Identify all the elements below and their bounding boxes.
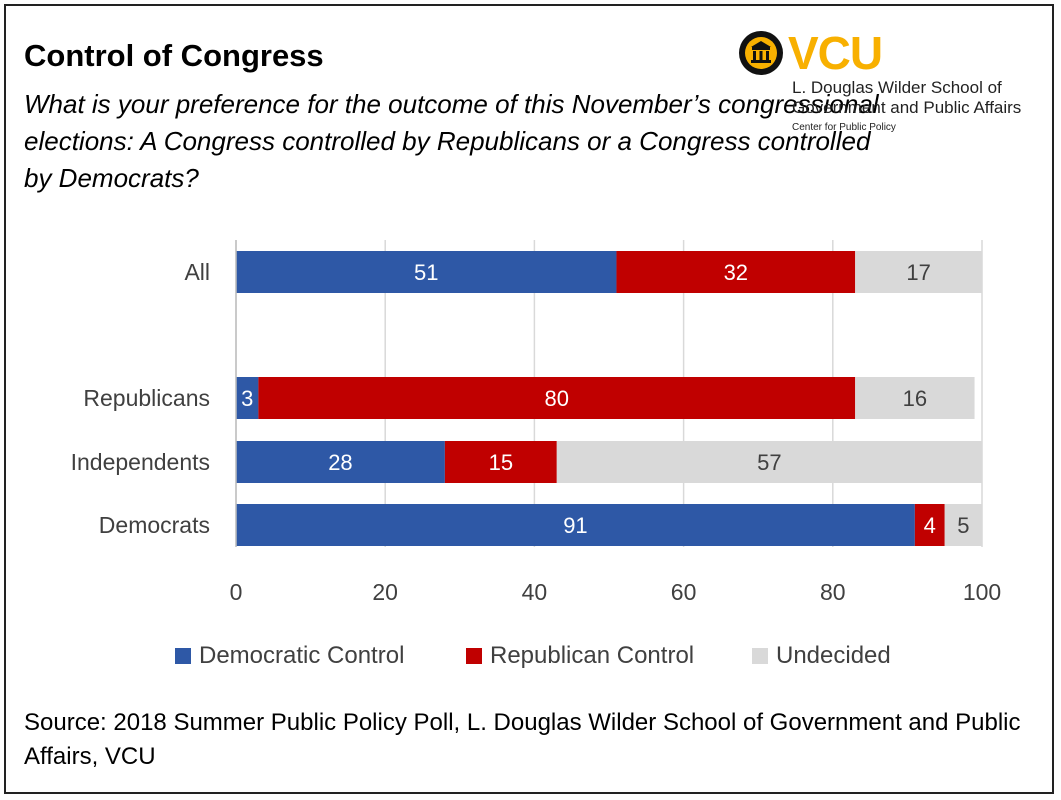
bar-all-republican-control — [616, 251, 856, 293]
legend-label: Undecided — [776, 642, 891, 669]
bar-independents-democratic-control — [236, 441, 445, 483]
logo-school-line2: Government and Public Affairs — [792, 98, 1022, 117]
data-label: 57 — [757, 450, 781, 475]
bar-all-democratic-control — [236, 251, 617, 293]
x-tick-label: 60 — [671, 579, 697, 605]
bar-republicans-democratic-control — [236, 377, 259, 419]
logo-center-line: Center for Public Policy — [792, 122, 896, 133]
x-tick-label: 40 — [522, 579, 548, 605]
chart-frame — [4, 4, 1054, 794]
bar-independents-undecided — [556, 441, 982, 483]
data-label: 17 — [906, 260, 930, 285]
category-label: Democrats — [99, 512, 210, 538]
bar-republicans-republican-control — [258, 377, 856, 419]
bar-democrats-undecided — [944, 504, 982, 546]
data-label: 3 — [241, 386, 253, 411]
bar-democrats-democratic-control — [236, 504, 915, 546]
stacked-bar-chart: 51 32 17 All 3 80 16 Republicans 28 15 57 Independe… — [71, 240, 1001, 605]
x-tick-label: 20 — [372, 579, 398, 605]
x-tick-label: 80 — [820, 579, 846, 605]
data-label: 15 — [489, 450, 513, 475]
data-label: 5 — [957, 513, 969, 538]
logo-school-line1: L. Douglas Wilder School of — [792, 78, 1002, 97]
bar-independents-republican-control — [444, 441, 557, 483]
data-label: 91 — [563, 513, 587, 538]
bar-all-undecided — [855, 251, 982, 293]
x-tick-label: 100 — [963, 579, 1001, 605]
logo-wordmark: VCU — [788, 27, 883, 79]
vcu-logo: VCU L. Douglas Wilder School of Governme… — [738, 27, 1048, 140]
legend-item: Undecided — [752, 642, 891, 670]
chart-subtitle: What is your preference for the outcome … — [24, 89, 879, 193]
data-label: 16 — [903, 386, 927, 411]
data-label: 4 — [924, 513, 936, 538]
chart-title: Control of Congress — [24, 38, 324, 73]
legend-item: Republican Control — [466, 642, 694, 670]
legend-label: Republican Control — [490, 642, 695, 669]
legend-swatch — [175, 648, 191, 664]
x-tick-label: 0 — [230, 579, 243, 605]
bar-republicans-undecided — [855, 377, 975, 419]
data-label: 80 — [545, 386, 569, 411]
category-label: All — [184, 259, 210, 285]
data-label: 32 — [724, 260, 748, 285]
legend-item: Democratic Control — [175, 642, 404, 670]
data-label: 51 — [414, 260, 438, 285]
legend-label: Democratic Control — [199, 642, 405, 669]
bar-democrats-republican-control — [914, 504, 945, 546]
legend-swatch — [752, 648, 768, 664]
vcu-seal-icon — [739, 31, 783, 75]
legend-swatch — [466, 648, 482, 664]
category-label: Republicans — [83, 385, 210, 411]
data-label: 28 — [328, 450, 352, 475]
source-note: Source: 2018 Summer Public Policy Poll, … — [24, 709, 1021, 770]
category-label: Independents — [71, 449, 210, 475]
chart-legend: Democratic Control Republican Control Unde… — [0, 642, 1061, 674]
